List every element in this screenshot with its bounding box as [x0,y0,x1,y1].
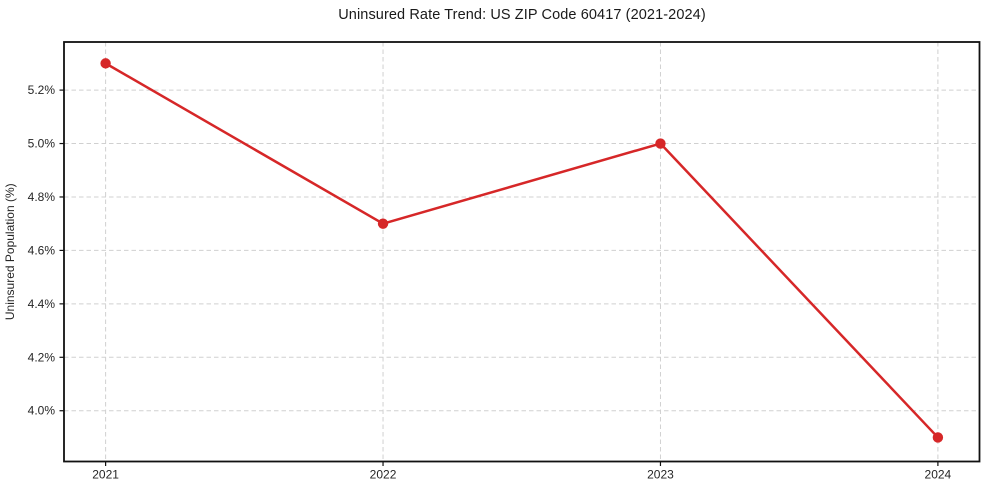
data-point-marker [377,218,389,229]
x-tick-label: 2024 [925,468,952,482]
tick-labels: 4.0% 4.2% 4.4% 4.6% 4.8% 5.0% 5.2% 2021 2022 2023… [28,83,952,481]
y-axis-label: Uninsured Population (%) [3,183,17,320]
data-point-marker [100,58,111,69]
chart-title: Uninsured Rate Trend: US ZIP Code 60417 … [338,7,706,23]
x-tick-label: 2021 [92,468,119,482]
y-tick-label: 4.0% [28,404,56,418]
tick-marks [59,89,939,466]
y-tick-label: 4.2% [28,350,56,364]
y-tick-label: 4.6% [28,243,56,257]
x-tick-label: 2022 [370,468,397,482]
y-tick-label: 5.0% [28,137,56,151]
y-tick-label: 4.4% [28,297,56,311]
gridlines [64,42,980,462]
y-tick-label: 4.8% [28,190,56,204]
trend-line [104,62,940,439]
y-tick-label: 5.2% [28,83,56,97]
plot-border [63,41,981,463]
data-point-marker [932,432,944,443]
x-tick-label: 2023 [647,468,674,482]
data-point-marker [655,138,666,149]
